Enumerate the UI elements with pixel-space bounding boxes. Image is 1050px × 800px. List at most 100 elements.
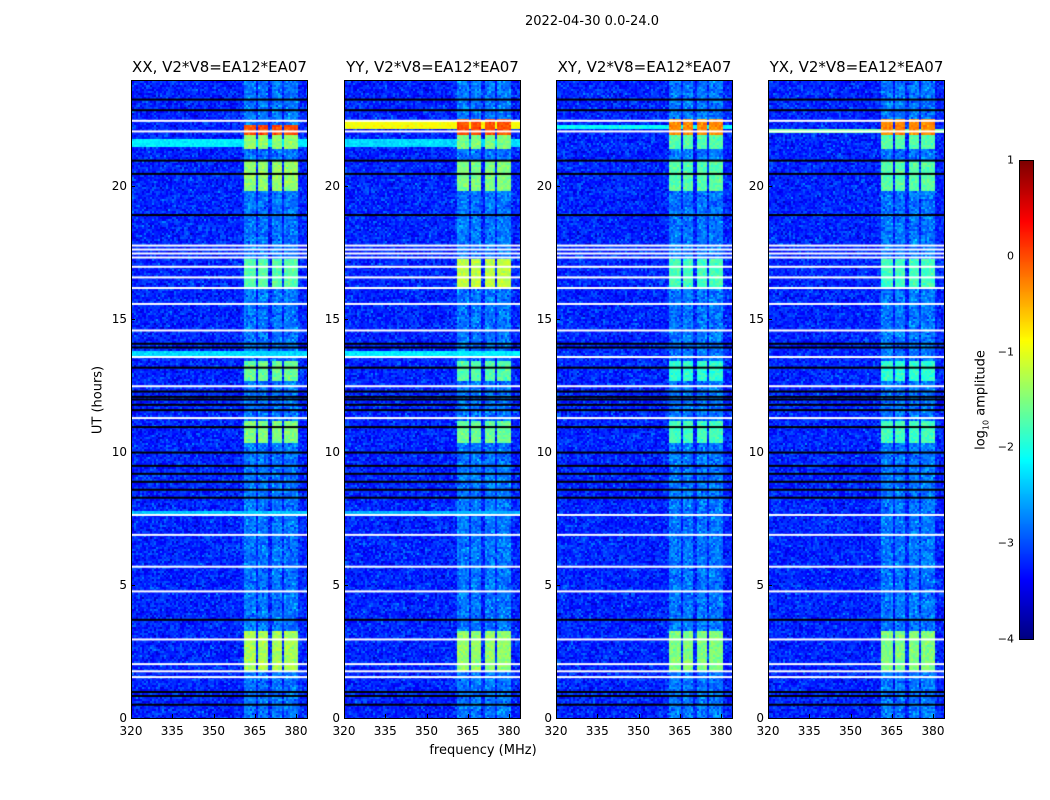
colorbar-label: log10 amplitude xyxy=(974,350,991,450)
y-tick-mark xyxy=(131,452,135,454)
figure-title: 2022-04-30 0.0-24.0 xyxy=(525,14,659,29)
x-tick-mark xyxy=(254,714,256,718)
x-tick-label: 335 xyxy=(373,724,397,738)
y-tick-label: 5 xyxy=(119,578,127,593)
x-tick-mark xyxy=(809,714,811,718)
x-tick-label: 350 xyxy=(202,724,225,738)
x-tick-mark xyxy=(850,714,852,718)
x-tick-label: 320 xyxy=(756,724,780,738)
y-tick-label: 0 xyxy=(119,711,127,725)
x-tick-label: 380 xyxy=(497,724,521,738)
y-tick-mark xyxy=(556,452,560,454)
colorbar-tick-label: −1 xyxy=(997,345,1014,359)
x-tick-mark xyxy=(638,714,640,718)
y-tick-mark xyxy=(556,718,560,719)
y-tick-label: 0 xyxy=(332,711,340,725)
y-tick-mark xyxy=(344,186,348,188)
x-tick-mark xyxy=(933,714,934,718)
x-tick-mark xyxy=(344,714,345,718)
x-tick-mark xyxy=(597,714,599,718)
spectrogram-panel-0 xyxy=(131,80,308,719)
y-tick-mark xyxy=(344,585,348,587)
y-tick-label: 20 xyxy=(536,179,552,194)
y-tick-mark xyxy=(768,585,772,587)
y-tick-mark xyxy=(344,718,348,719)
y-tick-label: 15 xyxy=(536,312,552,327)
x-tick-label: 365 xyxy=(880,724,904,738)
y-tick-mark xyxy=(556,186,560,188)
x-tick-label: 350 xyxy=(415,724,438,738)
spectrogram-panel-1 xyxy=(344,80,521,719)
panel-title: XY, V2*V8=EA12*EA07 xyxy=(557,58,732,76)
x-tick-label: 320 xyxy=(332,724,356,738)
y-tick-label: 20 xyxy=(111,179,127,194)
colorbar-tick-label: −4 xyxy=(997,632,1014,646)
x-tick-label: 365 xyxy=(243,724,267,738)
colorbar-label-base: 10 xyxy=(981,419,991,431)
y-tick-mark xyxy=(556,319,560,321)
y-tick-mark xyxy=(131,718,135,719)
x-tick-mark xyxy=(891,714,893,718)
heatmap-image xyxy=(769,81,944,718)
x-tick-mark xyxy=(426,714,428,718)
x-tick-label: 335 xyxy=(160,724,184,738)
colorbar-tick-label: 1 xyxy=(1007,153,1014,167)
y-tick-mark xyxy=(768,452,772,454)
x-tick-label: 350 xyxy=(627,724,650,738)
x-tick-mark xyxy=(509,714,510,718)
colorbar-tick-label: 0 xyxy=(1007,249,1014,263)
y-tick-label: 5 xyxy=(756,578,764,593)
y-tick-label: 15 xyxy=(111,312,127,327)
x-tick-label: 320 xyxy=(544,724,568,738)
x-tick-mark xyxy=(679,714,681,718)
y-tick-label: 0 xyxy=(756,711,764,725)
colorbar-tick-label: −2 xyxy=(997,440,1014,454)
y-tick-mark xyxy=(556,585,560,587)
heatmap-image xyxy=(132,81,307,718)
y-tick-label: 5 xyxy=(332,578,340,593)
x-tick-label: 380 xyxy=(709,724,733,738)
y-tick-mark xyxy=(344,452,348,454)
colorbar-label-log: log xyxy=(973,430,989,450)
y-tick-label: 10 xyxy=(536,445,552,460)
colorbar-label-rest: amplitude xyxy=(973,350,989,420)
colorbar-tick-label: −3 xyxy=(997,536,1014,550)
y-axis-label: UT (hours) xyxy=(90,365,106,435)
x-tick-label: 335 xyxy=(797,724,821,738)
x-tick-mark xyxy=(768,714,769,718)
x-tick-mark xyxy=(296,714,297,718)
x-tick-mark xyxy=(213,714,215,718)
x-tick-mark xyxy=(556,714,557,718)
y-tick-mark xyxy=(768,186,772,188)
x-tick-label: 380 xyxy=(284,724,308,738)
y-tick-label: 10 xyxy=(111,445,127,460)
x-tick-label: 380 xyxy=(921,724,945,738)
x-axis-label: frequency (MHz) xyxy=(429,743,537,758)
y-tick-label: 20 xyxy=(748,179,764,194)
x-tick-label: 350 xyxy=(839,724,862,738)
y-tick-label: 20 xyxy=(324,179,340,194)
x-tick-mark xyxy=(385,714,387,718)
y-tick-mark xyxy=(131,585,135,587)
y-tick-label: 10 xyxy=(324,445,340,460)
y-tick-mark xyxy=(344,319,348,321)
y-tick-label: 10 xyxy=(748,445,764,460)
y-tick-label: 5 xyxy=(544,578,552,593)
colorbar xyxy=(1019,160,1034,640)
x-tick-mark xyxy=(467,714,469,718)
x-tick-label: 335 xyxy=(585,724,609,738)
x-tick-mark xyxy=(172,714,174,718)
spectrogram-panel-3 xyxy=(768,80,945,719)
x-tick-label: 365 xyxy=(456,724,480,738)
y-tick-mark xyxy=(768,319,772,321)
y-tick-mark xyxy=(768,718,772,719)
y-tick-label: 15 xyxy=(748,312,764,327)
x-tick-mark xyxy=(131,714,132,718)
spectrogram-panel-2 xyxy=(556,80,733,719)
heatmap-image xyxy=(345,81,520,718)
panel-title: YX, V2*V8=EA12*EA07 xyxy=(769,58,944,76)
heatmap-image xyxy=(557,81,732,718)
y-tick-label: 15 xyxy=(324,312,340,327)
panel-title: XX, V2*V8=EA12*EA07 xyxy=(132,58,307,76)
x-tick-mark xyxy=(721,714,722,718)
